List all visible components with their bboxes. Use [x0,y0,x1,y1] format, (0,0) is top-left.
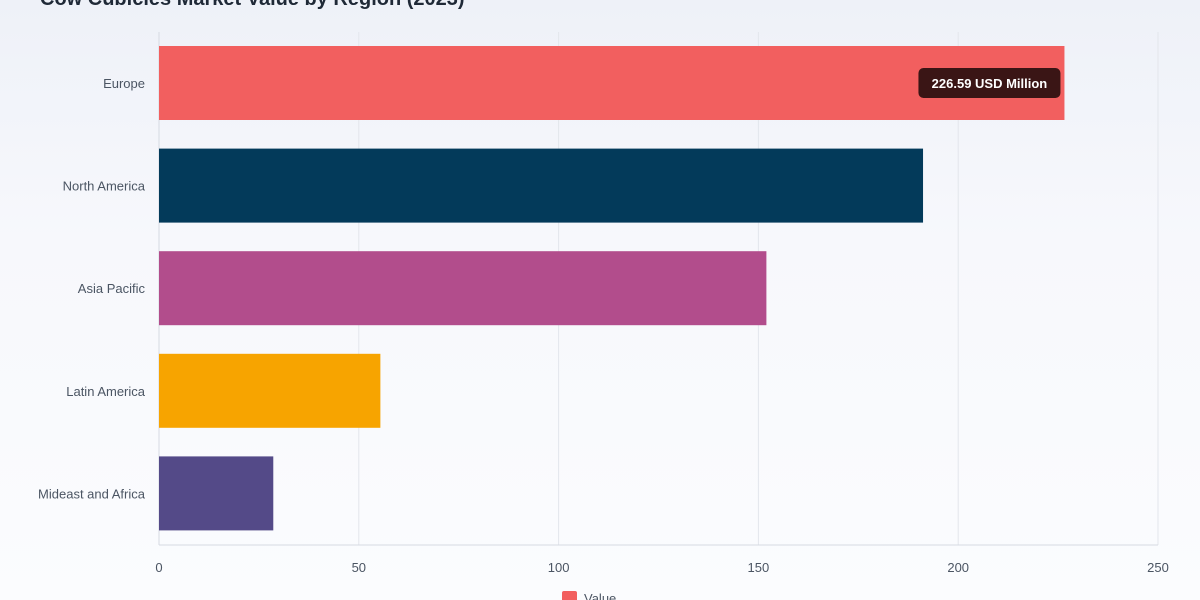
x-tick-label: 100 [548,560,570,575]
legend-label: Value [584,591,616,600]
bar [159,251,767,326]
x-tick-label: 200 [947,560,969,575]
y-category-label: Mideast and Africa [38,486,146,501]
bar [159,148,924,223]
tooltip: 226.59 USD Million [918,68,1061,98]
tooltip-text: 226.59 USD Million [932,76,1048,91]
bar [159,353,381,428]
y-category-label: Asia Pacific [78,281,146,296]
legend-swatch [562,591,577,600]
x-tick-label: 0 [155,560,162,575]
x-tick-label: 150 [748,560,770,575]
x-tick-label: 250 [1147,560,1169,575]
y-category-label: North America [63,179,146,194]
x-tick-label: 50 [352,560,366,575]
tooltip-box [918,68,1061,98]
legend: Value [562,591,616,600]
y-category-label: Europe [103,76,145,91]
bar [159,46,1065,120]
bar [159,456,274,531]
chart-title: Cow Cubicles Market Value by Region (202… [40,0,465,11]
y-category-label: Latin America [66,384,146,399]
